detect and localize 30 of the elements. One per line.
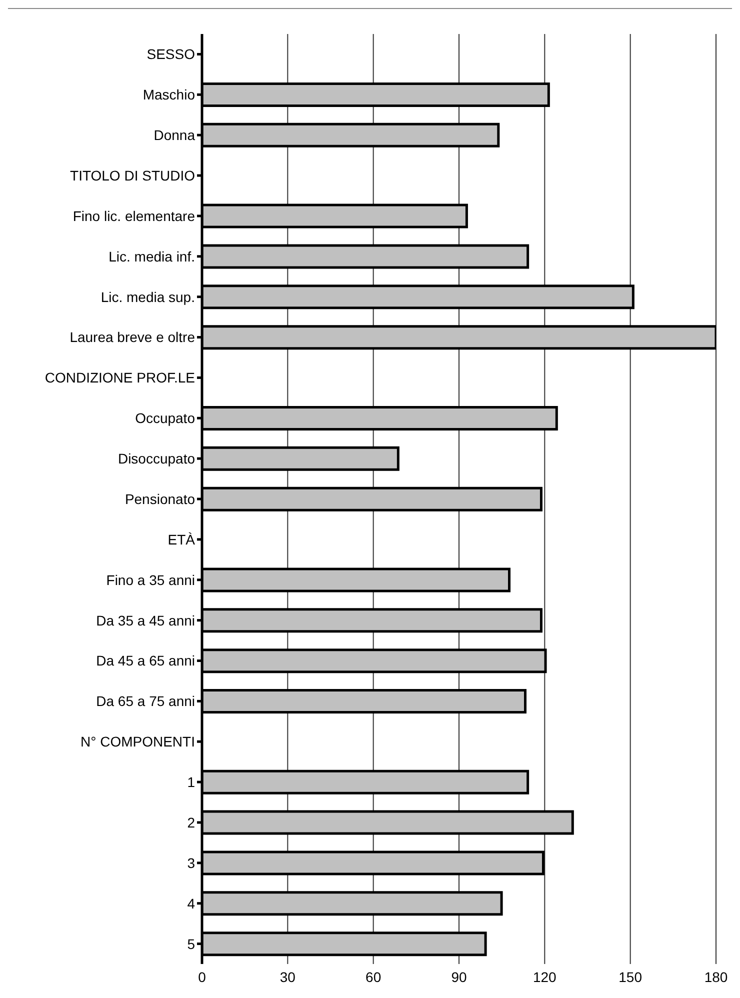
x-tick-label: 0 xyxy=(198,968,206,985)
y-tick-label: CONDIZIONE PROF.LE xyxy=(44,370,195,386)
y-tick-label: Occupato xyxy=(135,410,196,426)
y-tick-label: 1 xyxy=(187,774,196,790)
y-tick-label: SESSO xyxy=(146,46,196,62)
y-tick-label: Da 65 a 75 anni xyxy=(96,693,195,710)
y-tick-label: Fino a 35 anni xyxy=(106,572,195,588)
y-tick-label: Fino lic. elementare xyxy=(72,208,196,224)
y-tick-label: Pensionato xyxy=(124,490,196,507)
y-tick-label: Lic. media sup. xyxy=(100,288,195,305)
y-tick-label: Laurea breve e oltre xyxy=(70,329,196,346)
y-tick-label: Maschio xyxy=(142,86,196,103)
y-tick-label: 5 xyxy=(187,936,196,952)
y-tick-label: Lic. media inf. xyxy=(108,248,195,264)
y-tick-label: TITOLO DI STUDIO xyxy=(70,167,196,184)
y-tick-label: Donna xyxy=(154,127,196,144)
x-tick-label: 90 xyxy=(451,968,467,985)
y-tick-label: 3 xyxy=(187,854,196,871)
y-tick-label: ETÀ xyxy=(168,531,196,548)
y-tick-label: Da 45 a 65 anni xyxy=(96,652,195,669)
x-tick-label: 120 xyxy=(532,968,557,985)
y-tick-label: Disoccupato xyxy=(118,450,196,467)
x-tick-label: 150 xyxy=(618,968,642,985)
y-tick-label: 2 xyxy=(187,814,196,830)
x-tick-label: 30 xyxy=(280,968,296,985)
x-tick-label: 60 xyxy=(366,968,382,985)
y-tick-label: 4 xyxy=(187,895,196,912)
y-tick-label: N° COMPONENTI xyxy=(80,734,195,750)
y-tick-label: Da 35 a 45 anni xyxy=(96,612,195,628)
x-tick-label: 180 xyxy=(704,968,728,985)
